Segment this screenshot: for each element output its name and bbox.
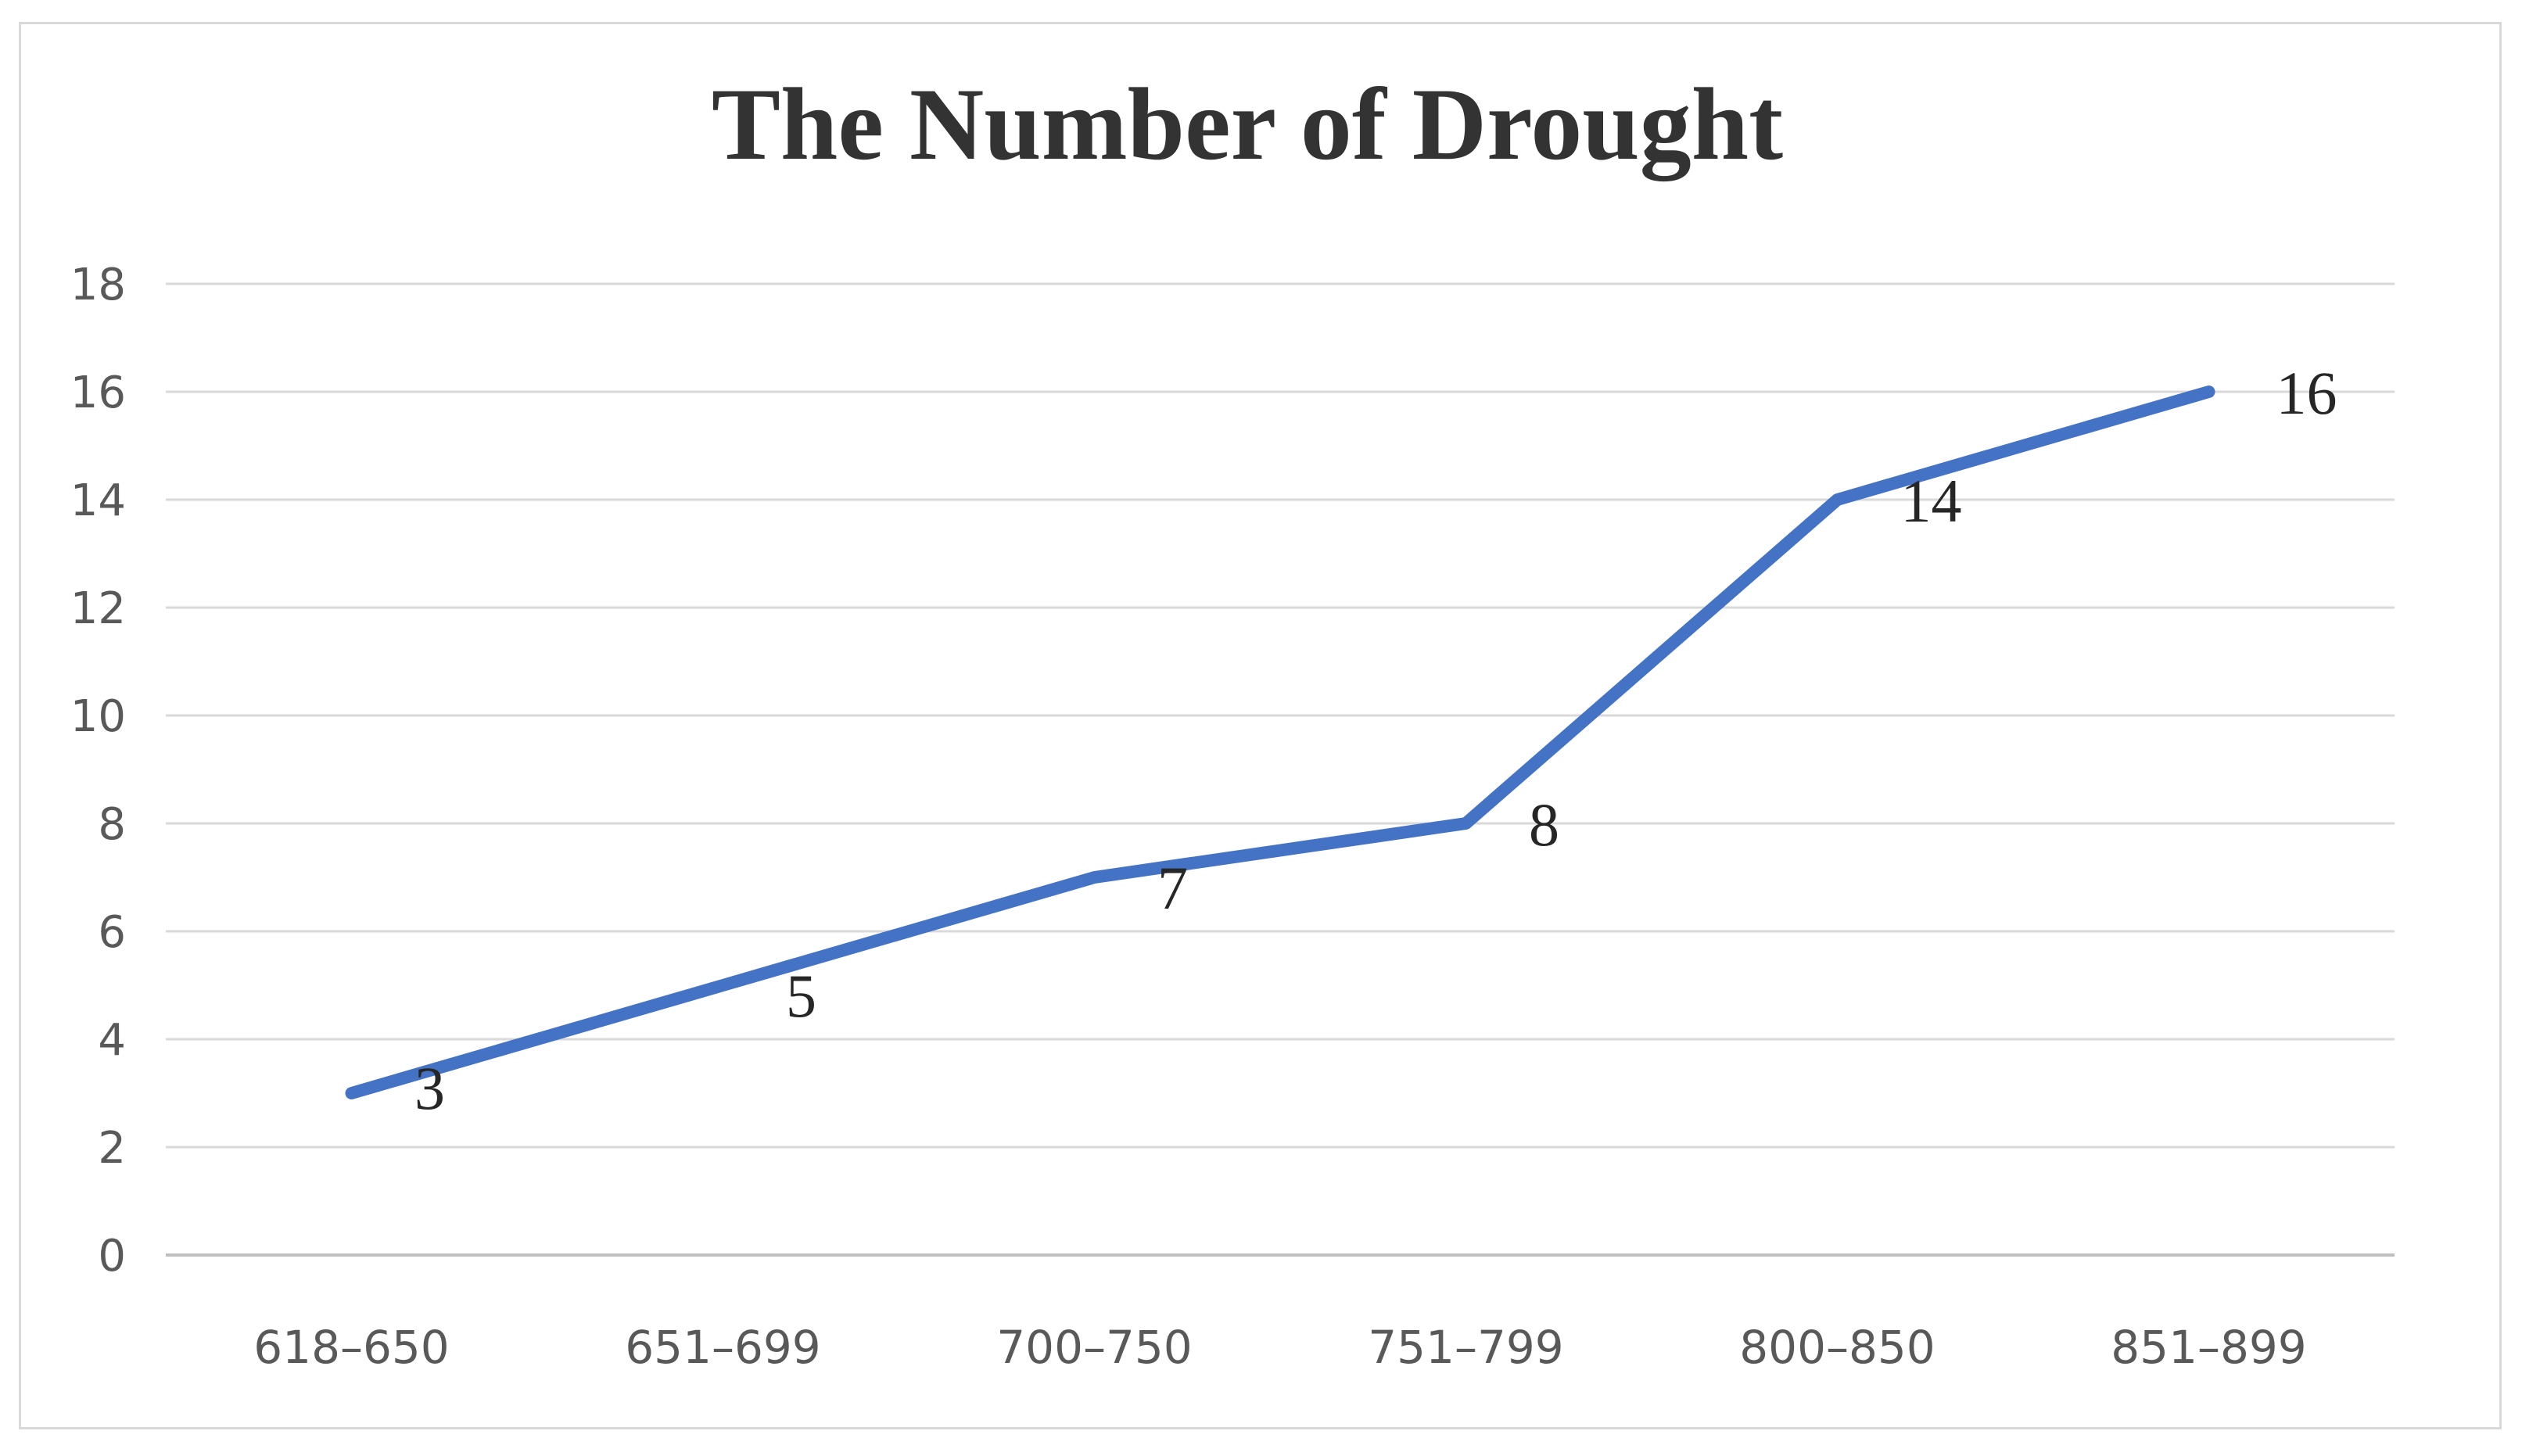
y-axis-ticks: 0 2 4 6 8 10 12 14 16 18 xyxy=(70,260,126,1282)
data-label: 16 xyxy=(2276,359,2337,427)
data-labels: 3 5 7 8 14 16 xyxy=(414,359,2337,1122)
x-tick-label: 851–899 xyxy=(2111,1321,2306,1374)
data-label: 14 xyxy=(1901,467,1962,535)
y-tick-label: 18 xyxy=(70,260,126,310)
y-tick-label: 0 xyxy=(98,1231,126,1282)
chart-title: The Number of Drought xyxy=(712,66,1783,181)
chart-frame: The Number of Drought 0 2 4 6 8 10 12 14 16 18 61… xyxy=(19,22,2502,1429)
y-tick-label: 10 xyxy=(70,691,126,742)
line-chart: The Number of Drought 0 2 4 6 8 10 12 14 16 18 61… xyxy=(70,66,2395,1374)
x-tick-label: 651–699 xyxy=(625,1321,820,1374)
data-label: 8 xyxy=(1529,791,1559,859)
y-tick-label: 6 xyxy=(98,907,126,958)
y-tick-label: 4 xyxy=(98,1015,126,1066)
y-tick-label: 14 xyxy=(70,475,126,526)
y-tick-label: 8 xyxy=(98,799,126,850)
x-tick-label: 700–750 xyxy=(996,1321,1192,1374)
x-tick-label: 800–850 xyxy=(1739,1321,1935,1374)
y-tick-label: 12 xyxy=(70,583,126,634)
x-tick-label: 751–799 xyxy=(1368,1321,1563,1374)
y-tick-label: 2 xyxy=(98,1123,126,1174)
data-label: 7 xyxy=(1157,854,1188,922)
series-layer xyxy=(345,386,2215,1099)
y-tick-label: 16 xyxy=(70,368,126,418)
x-axis-ticks: 618–650 651–699 700–750 751–799 800–850 851–8… xyxy=(253,1321,2306,1374)
series-line xyxy=(345,386,2215,1099)
data-label: 3 xyxy=(414,1054,445,1122)
data-label: 5 xyxy=(786,962,816,1030)
x-tick-label: 618–650 xyxy=(253,1321,449,1374)
